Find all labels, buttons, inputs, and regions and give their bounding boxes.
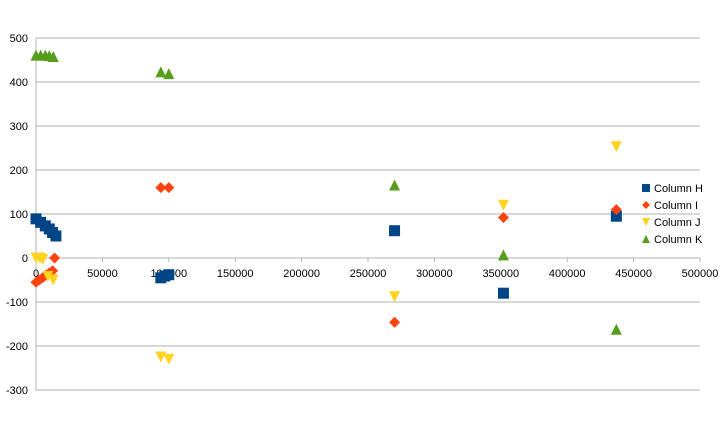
point-column-j — [37, 253, 49, 265]
legend-label: Column J — [654, 217, 700, 229]
legend-item-column-i: Column I — [642, 200, 698, 212]
legend: Column H Column I Column J Column K — [642, 183, 703, 246]
point-column-k — [610, 323, 622, 335]
y-tick-label: 300 — [10, 121, 28, 133]
x-tick-label: 250000 — [350, 268, 387, 280]
y-tick-label: 400 — [10, 77, 28, 89]
point-column-j — [163, 353, 175, 365]
x-tick-labels: 0500001000001500002000002500003000003500… — [33, 268, 718, 280]
point-column-i — [49, 252, 61, 264]
point-column-j — [42, 270, 54, 282]
legend-item-column-k: Column K — [642, 234, 703, 246]
point-column-k — [497, 249, 509, 261]
point-column-i — [155, 182, 167, 194]
x-tick-label: 50000 — [87, 268, 118, 280]
x-tick-label: 0 — [33, 268, 39, 280]
point-column-j — [47, 274, 59, 286]
y-tick-label: 0 — [22, 253, 28, 265]
point-column-k — [47, 50, 59, 62]
point-column-j — [389, 291, 401, 303]
point-column-i — [389, 316, 401, 328]
point-column-i — [610, 204, 622, 216]
point-column-j — [155, 351, 167, 363]
series-column-k — [30, 49, 622, 335]
point-column-h — [163, 269, 175, 281]
x-tick-label: 150000 — [217, 268, 254, 280]
legend-label: Column I — [654, 200, 698, 212]
y-tick-label: -100 — [6, 297, 28, 309]
x-tick-label: 200000 — [283, 268, 320, 280]
series-column-h — [30, 210, 622, 299]
series-column-i — [30, 182, 622, 328]
legend-item-column-j: Column J — [642, 217, 700, 229]
x-tick-label: 400000 — [549, 268, 586, 280]
y-tick-label: 200 — [10, 165, 28, 177]
point-column-i — [497, 212, 509, 224]
point-column-j — [610, 141, 622, 153]
x-tick-label: 350000 — [482, 268, 519, 280]
point-column-j — [497, 199, 509, 211]
point-column-h — [50, 230, 62, 242]
series-column-j — [30, 141, 622, 365]
point-column-h — [497, 287, 509, 299]
grid-lines — [36, 37, 700, 391]
legend-symbol — [642, 184, 650, 192]
point-column-k — [155, 66, 167, 78]
legend-symbol — [642, 201, 650, 209]
y-tick-label: 500 — [10, 33, 28, 45]
legend-item-column-h: Column H — [642, 183, 703, 195]
x-tick-label: 300000 — [416, 268, 453, 280]
y-tick-label: 100 — [10, 209, 28, 221]
legend-label: Column H — [654, 183, 703, 195]
data-points — [30, 49, 622, 365]
point-column-k — [389, 179, 401, 191]
point-column-k — [163, 68, 175, 80]
point-column-h — [610, 210, 622, 222]
y-tick-label: -200 — [6, 341, 28, 353]
legend-symbol — [642, 218, 650, 226]
point-column-h — [389, 225, 401, 237]
legend-symbol — [642, 235, 650, 243]
x-tick-label: 450000 — [615, 268, 652, 280]
point-column-i — [163, 182, 175, 194]
legend-label: Column K — [654, 234, 703, 246]
x-tick-label: 500000 — [682, 268, 719, 280]
y-tick-label: -300 — [6, 385, 28, 397]
y-tick-labels: -300 -200 -100 0 100 200 300 400 500 — [6, 33, 28, 397]
